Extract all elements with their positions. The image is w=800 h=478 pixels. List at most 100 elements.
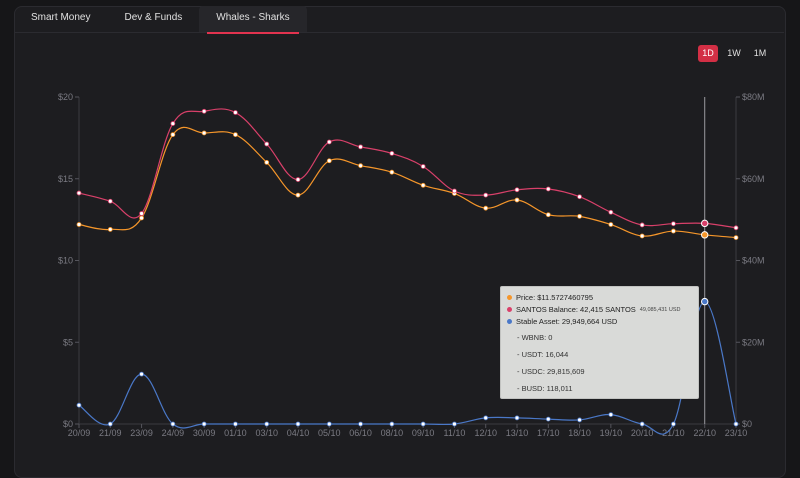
x-axis-tick-label: 18/10 <box>568 428 591 438</box>
price-point <box>514 197 520 203</box>
chart-tooltip: Price: $11.5727460795 SANTOS Balance: 42… <box>500 286 699 399</box>
tooltip-price: Price: $11.5727460795 <box>516 293 594 302</box>
range-1d-button[interactable]: 1D <box>698 45 718 62</box>
santos-balance-point <box>420 164 426 169</box>
x-axis-tick-label: 30/09 <box>193 428 216 438</box>
stable-asset-point <box>233 421 238 427</box>
tooltip-wbnb: - WBNB: 0 <box>517 333 553 342</box>
stable-asset-point <box>420 421 426 427</box>
tooltip-balance-row: SANTOS Balance: 42,415 SANTOS 49,085,431… <box>507 305 680 314</box>
santos-balance-point <box>733 225 739 231</box>
price-point <box>671 228 676 234</box>
santos-balance-point <box>483 192 489 198</box>
x-axis-tick-label: 19/10 <box>600 428 623 438</box>
price-point <box>76 222 82 227</box>
chart-panel <box>14 6 786 478</box>
right-axis-tick-label: $0 <box>742 419 752 429</box>
tooltip-usdc: - USDC: 29,815,609 <box>517 367 585 376</box>
stable-asset-point <box>483 415 489 421</box>
santos-balance-point <box>76 190 82 196</box>
stable-asset-point <box>139 371 144 377</box>
price-legend-dot <box>507 295 512 300</box>
price-point <box>608 222 614 227</box>
santos-balance-point <box>139 211 144 216</box>
santos-balance-point <box>201 108 207 114</box>
price-point <box>326 158 332 164</box>
tab-dev-funds[interactable]: Dev & Funds <box>124 12 183 23</box>
santos-balance-point <box>170 121 176 126</box>
tooltip-stable-row: Stable Asset: 29,949,664 USD <box>507 317 617 326</box>
x-axis-tick-label: 13/10 <box>506 428 529 438</box>
x-axis-tick-label: 21/09 <box>99 428 122 438</box>
stable-legend-dot <box>507 319 512 324</box>
tooltip-stable: Stable Asset: 29,949,664 USD <box>516 317 618 326</box>
left-axis-tick-label: $10 <box>58 256 73 266</box>
x-axis-tick-label: 21/10 <box>662 428 685 438</box>
price-point <box>295 192 301 198</box>
stable-asset-point <box>733 421 739 427</box>
x-axis-tick-label: 22/10 <box>693 428 716 438</box>
price-point <box>639 233 645 239</box>
price-point <box>420 182 426 188</box>
x-axis-tick-label: 03/10 <box>255 428 278 438</box>
santos-balance-point <box>545 186 551 192</box>
stable-asset-point <box>701 297 709 306</box>
x-axis-tick-label: 06/10 <box>349 428 372 438</box>
santos-balance-point <box>577 194 582 200</box>
stable-asset-point <box>107 421 113 427</box>
santos-balance-point <box>639 222 645 228</box>
x-axis-tick-label: 05/10 <box>318 428 341 438</box>
santos-balance-line <box>78 108 737 229</box>
stable-asset-point <box>639 421 645 427</box>
x-axis-tick-label: 04/10 <box>287 428 310 438</box>
left-axis-tick-label: $5 <box>63 337 73 347</box>
santos-balance-point <box>452 188 457 194</box>
price-point <box>139 215 144 221</box>
price-point <box>107 227 113 232</box>
x-axis-tick-label: 20/10 <box>631 428 654 438</box>
stable-asset-point <box>264 421 270 427</box>
x-axis-tick-label: 08/10 <box>381 428 404 438</box>
price-point <box>389 169 395 175</box>
x-axis-tick-label: 17/10 <box>537 428 560 438</box>
price-point <box>577 213 582 219</box>
left-axis-tick-label: $15 <box>58 174 73 184</box>
tab-whales-sharks[interactable]: Whales - Sharks <box>199 6 307 34</box>
x-axis-tick-label: 01/10 <box>224 428 247 438</box>
santos-balance-point <box>671 221 676 227</box>
price-point <box>545 212 551 218</box>
stable-asset-point <box>170 421 176 427</box>
price-point <box>264 159 270 165</box>
range-1m-button[interactable]: 1M <box>753 48 767 58</box>
tooltip-balance: SANTOS Balance: 42,415 SANTOS <box>516 305 636 314</box>
balance-legend-dot <box>507 307 512 312</box>
stable-asset-point <box>389 421 395 427</box>
tab-smart-money[interactable]: Smart Money <box>31 12 91 23</box>
santos-balance-point <box>264 141 270 147</box>
stable-asset-point <box>514 415 520 421</box>
stable-asset-point <box>326 421 332 427</box>
santos-balance-point <box>701 219 709 228</box>
stable-asset-point <box>671 421 676 427</box>
left-axis-tick-label: $0 <box>63 419 73 429</box>
right-axis-tick-label: $40M <box>742 256 765 266</box>
x-axis-tick-label: 12/10 <box>474 428 497 438</box>
time-range-selector: 1D 1W 1M <box>698 45 770 62</box>
price-point <box>170 132 176 138</box>
right-axis-tick-label: $20M <box>742 337 765 347</box>
price-point <box>733 235 739 241</box>
x-axis-tick-label: 09/10 <box>412 428 435 438</box>
x-axis-tick-label: 20/09 <box>68 428 91 438</box>
range-1w-button[interactable]: 1W <box>727 48 741 58</box>
x-axis-tick-label: 23/10 <box>725 428 748 438</box>
line-chart[interactable]: $0 $5 $10 $15 $20 $0 $20M $40M $60M $80M 20/09 21/0… <box>0 0 800 457</box>
tooltip-balance-usd: 49,085,431 USD <box>639 306 681 313</box>
stable-asset-point <box>545 416 551 422</box>
stable-asset-point <box>76 402 82 408</box>
price-point <box>483 205 489 211</box>
santos-balance-point <box>233 110 238 115</box>
tooltip-price-row: Price: $11.5727460795 <box>507 293 593 302</box>
x-axis-tick-label: 11/10 <box>443 428 465 438</box>
stable-asset-point <box>452 421 457 427</box>
price-line <box>78 126 737 239</box>
